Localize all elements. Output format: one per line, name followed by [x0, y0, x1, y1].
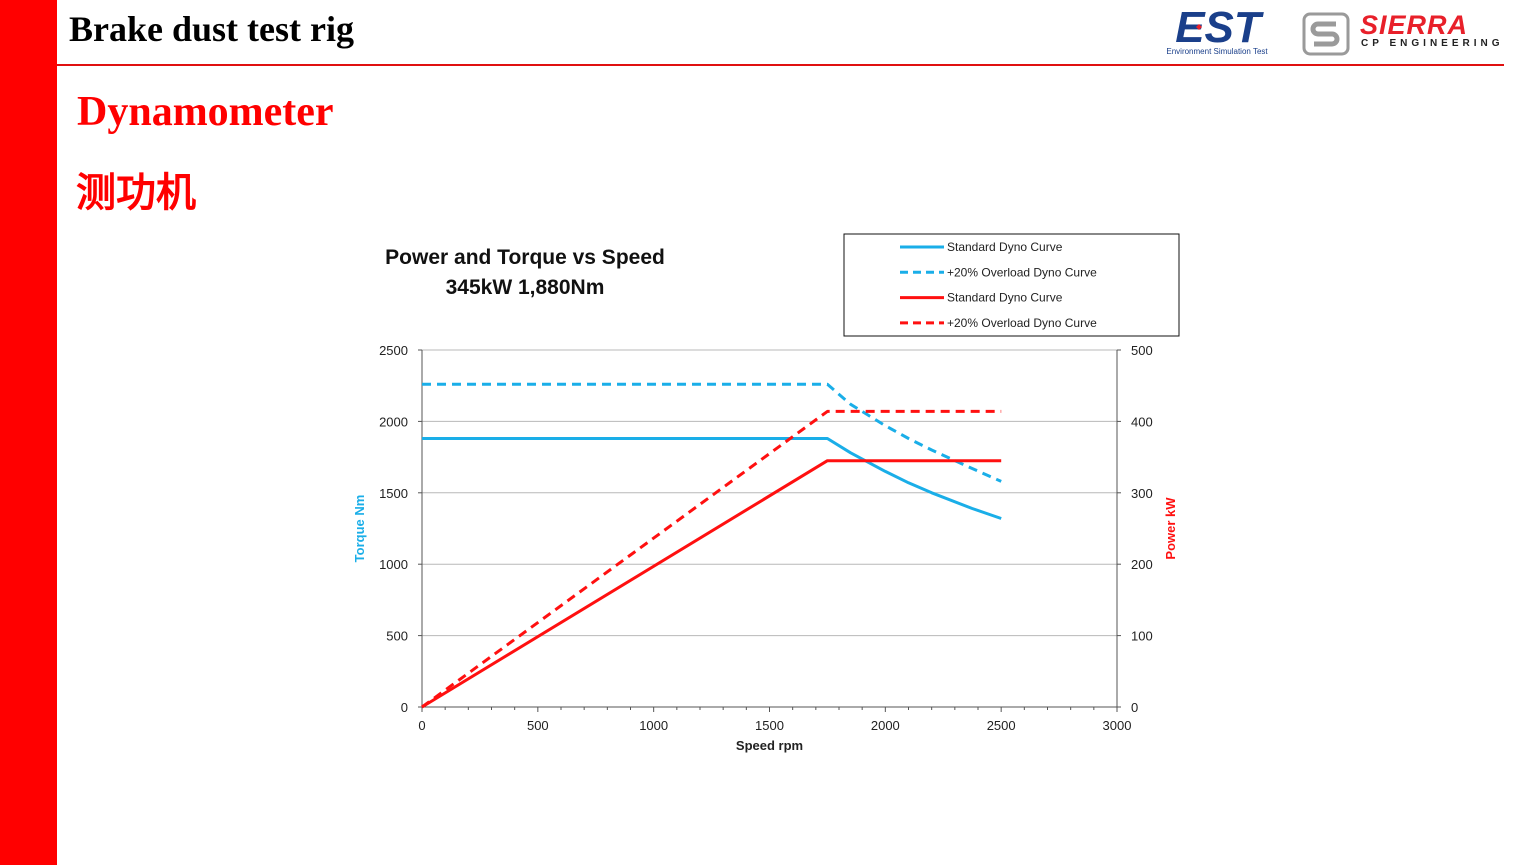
legend-label-1: Standard Dyno Curve: [947, 240, 1063, 254]
sierra-logo-sub: CP ENGINEERING: [1361, 38, 1504, 49]
x-tick-label: 2500: [987, 718, 1016, 733]
legend-label-4: +20% Overload Dyno Curve: [947, 316, 1097, 330]
y-tick-label-right: 200: [1131, 557, 1153, 572]
est-logo-text: EST: [1175, 6, 1264, 52]
legend-box: [843, 233, 1180, 337]
power-torque-chart: Power and Torque vs Speed 345kW 1,880Nm 0 5…: [340, 228, 1185, 763]
slide-title: Brake dust test rig: [69, 9, 354, 49]
x-tick-label: 500: [527, 718, 549, 733]
y-tick-label-right: 0: [1131, 700, 1138, 715]
y-tick-label-right: 100: [1131, 629, 1153, 644]
x-tick-label: 0: [418, 718, 425, 733]
red-side-bar: [0, 0, 57, 865]
sierra-logo-name: SIERRA: [1360, 10, 1469, 40]
x-tick-label: 3000: [1103, 718, 1132, 733]
chart-subtitle: 345kW 1,880Nm: [446, 276, 605, 299]
y-tick-label-right: 400: [1131, 414, 1153, 429]
section-title: Dynamometer: [77, 89, 334, 135]
x-axis-label: Speed rpm: [736, 738, 803, 753]
est-logo: EST: [1158, 6, 1278, 52]
series-line-4: [421, 409, 1002, 709]
series-line-2: [422, 382, 1002, 483]
legend-label-2: +20% Overload Dyno Curve: [947, 265, 1097, 279]
y-tick-label-left: 1500: [379, 486, 408, 501]
series-line-1: [422, 437, 1002, 520]
y-axis-label-right: Power kW: [1163, 497, 1178, 560]
y-tick-label-left: 2500: [379, 343, 408, 358]
y-tick-label-right: 500: [1131, 343, 1153, 358]
x-tick-label: 1000: [639, 718, 668, 733]
header-divider: [57, 64, 1504, 66]
y-tick-label-left: 500: [386, 629, 408, 644]
x-tick-label: 2000: [871, 718, 900, 733]
y-axis-label-left: Torque Nm: [352, 495, 367, 563]
y-tick-label-left: 1000: [379, 557, 408, 572]
chart-title: Power and Torque vs Speed: [385, 246, 665, 269]
y-tick-label-left: 0: [401, 700, 408, 715]
section-subtitle: 测功机: [76, 170, 196, 216]
y-tick-label-right: 300: [1131, 486, 1153, 501]
est-logo-subtitle: Environment Simulation Test: [1166, 47, 1268, 56]
sierra-emblem-icon: [1302, 12, 1350, 56]
x-tick-label: 1500: [755, 718, 784, 733]
series-line-3: [421, 459, 1002, 709]
legend-label-3: Standard Dyno Curve: [947, 291, 1063, 305]
y-tick-label-left: 2000: [379, 414, 408, 429]
